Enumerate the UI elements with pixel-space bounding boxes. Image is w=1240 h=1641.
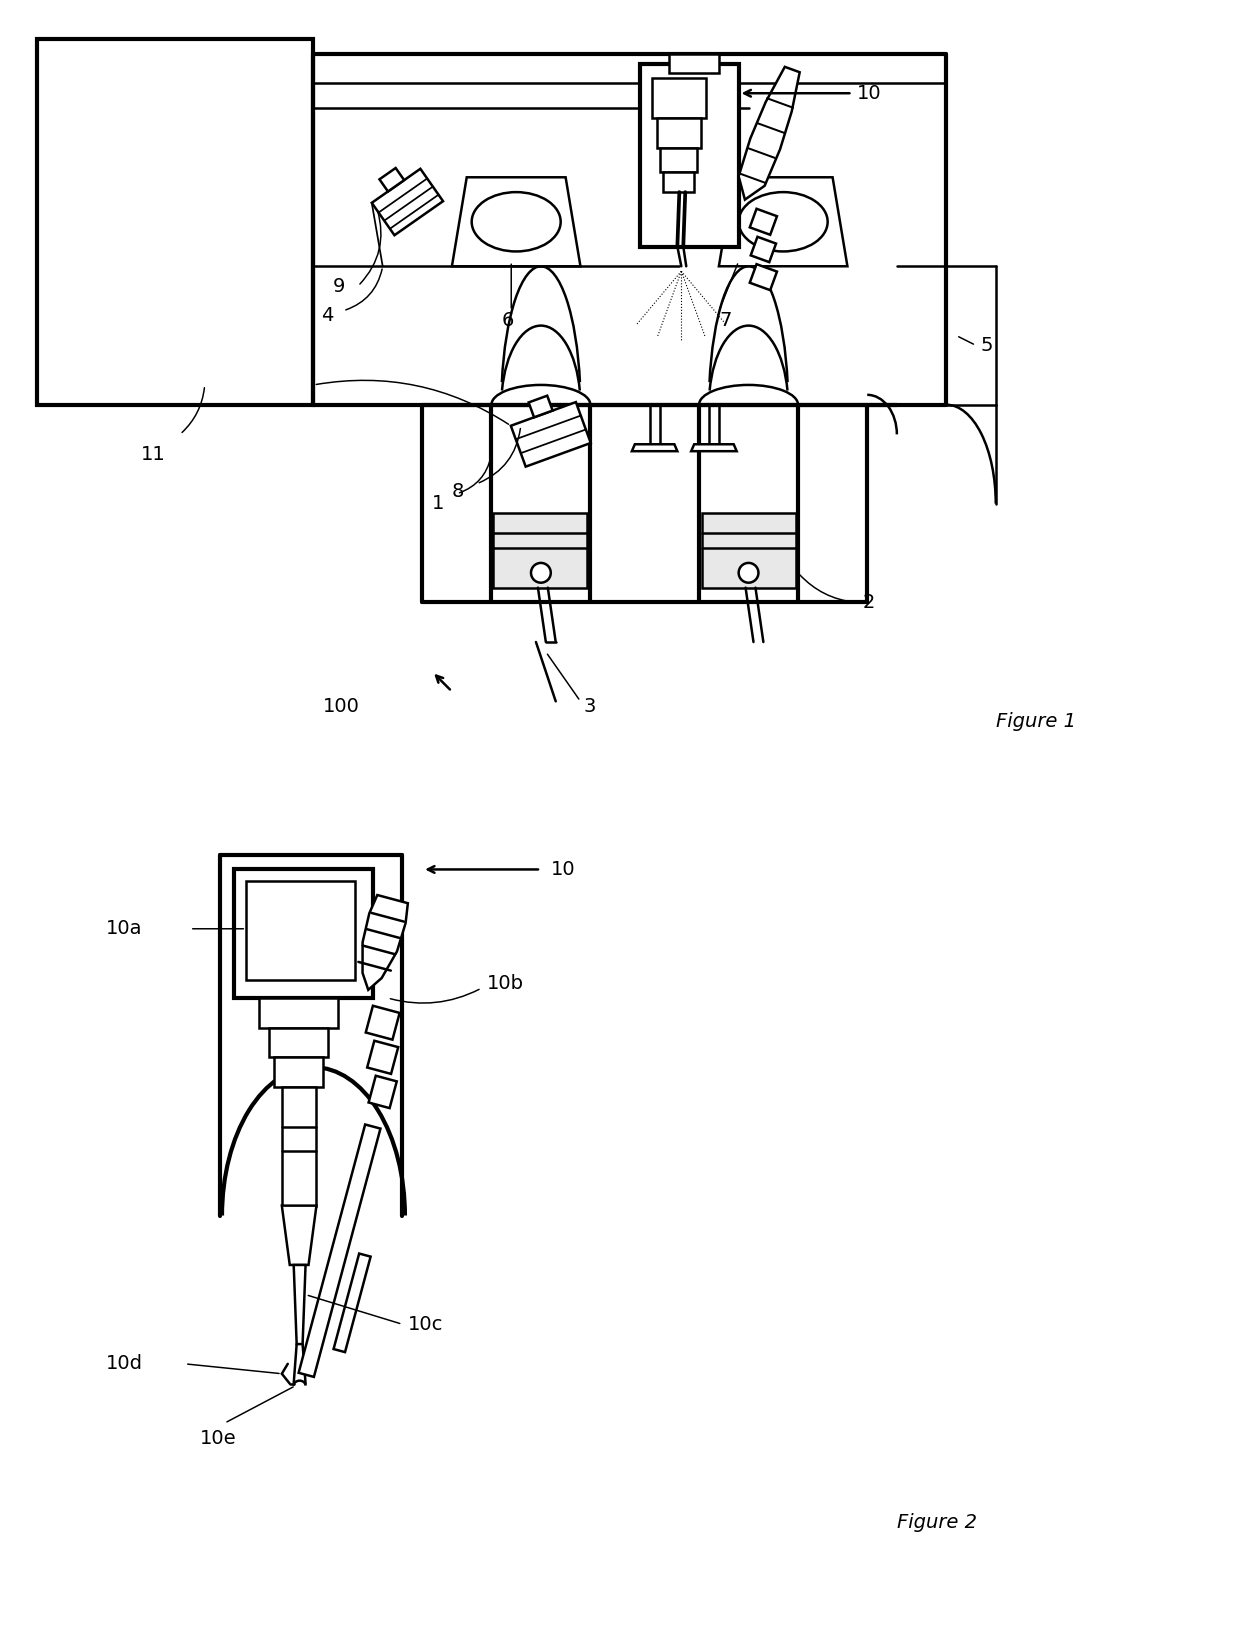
Polygon shape <box>367 1040 398 1073</box>
Bar <box>662 172 694 192</box>
Text: 1: 1 <box>432 494 444 514</box>
Polygon shape <box>299 1124 381 1377</box>
Bar <box>640 64 739 246</box>
Text: 100: 100 <box>324 697 361 715</box>
Ellipse shape <box>739 192 827 251</box>
Polygon shape <box>334 1254 371 1352</box>
Polygon shape <box>739 67 800 200</box>
Text: 11: 11 <box>140 445 165 464</box>
Bar <box>702 514 796 587</box>
Polygon shape <box>366 1006 399 1040</box>
Text: 3: 3 <box>583 697 595 715</box>
Polygon shape <box>528 395 553 417</box>
Bar <box>234 870 373 998</box>
Bar <box>657 118 701 148</box>
Text: 2: 2 <box>862 592 874 612</box>
Polygon shape <box>451 177 580 266</box>
Text: 4: 4 <box>321 307 334 325</box>
Text: 10: 10 <box>551 860 575 880</box>
Text: 7: 7 <box>719 312 732 330</box>
Polygon shape <box>691 445 737 451</box>
Text: 10a: 10a <box>105 919 143 939</box>
Ellipse shape <box>739 563 759 583</box>
Bar <box>37 39 314 405</box>
Polygon shape <box>511 402 590 466</box>
Polygon shape <box>368 1076 397 1108</box>
Text: 10e: 10e <box>200 1429 237 1447</box>
Bar <box>259 998 339 1027</box>
Bar <box>660 148 697 172</box>
Bar <box>281 1086 316 1206</box>
Polygon shape <box>281 1206 316 1265</box>
Bar <box>652 79 706 118</box>
Text: 8: 8 <box>451 482 464 501</box>
Polygon shape <box>362 894 408 990</box>
Text: 6: 6 <box>501 312 513 330</box>
Text: 10d: 10d <box>105 1354 143 1374</box>
Text: 10b: 10b <box>486 973 523 993</box>
Polygon shape <box>632 445 677 451</box>
Text: Figure 2: Figure 2 <box>897 1513 977 1531</box>
Bar <box>247 881 355 980</box>
Text: 9: 9 <box>334 277 346 295</box>
Polygon shape <box>372 169 443 235</box>
Polygon shape <box>750 264 777 290</box>
Text: Figure 1: Figure 1 <box>996 712 1076 730</box>
Polygon shape <box>750 208 777 235</box>
Bar <box>269 1027 329 1057</box>
Bar <box>494 514 588 587</box>
Bar <box>670 54 719 74</box>
Text: 10c: 10c <box>408 1314 443 1334</box>
Text: 10: 10 <box>857 84 882 103</box>
Polygon shape <box>750 236 776 263</box>
Polygon shape <box>719 177 847 266</box>
Ellipse shape <box>471 192 560 251</box>
Text: 5: 5 <box>981 336 993 354</box>
Ellipse shape <box>531 563 551 583</box>
Polygon shape <box>294 1265 305 1344</box>
Polygon shape <box>379 167 404 192</box>
Bar <box>274 1057 324 1086</box>
